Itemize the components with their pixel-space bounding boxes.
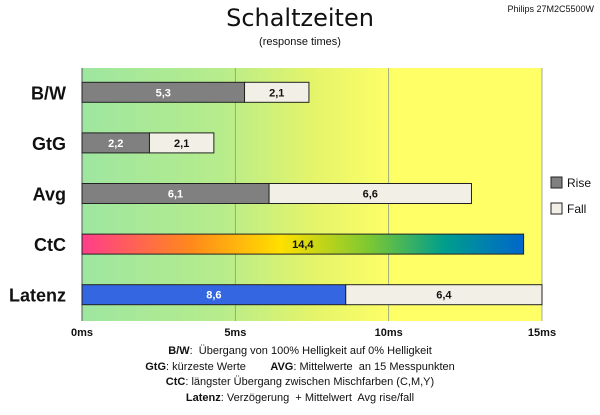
- footnote-key: CtC: [165, 376, 186, 388]
- bar-rise-label: 2,2: [108, 138, 123, 150]
- category-label: CtC: [34, 235, 66, 255]
- bar-fall: [345, 284, 543, 306]
- legend-label: Rise: [567, 176, 591, 190]
- footnote-text: : Übergang von 100% Helligkeit auf 0% He…: [189, 345, 432, 357]
- footnote-bw: B/W: Übergang von 100% Helligkeit auf 0%…: [0, 344, 600, 360]
- footnote-text: : Mittelwerte an 15 Messpunkten: [293, 360, 455, 373]
- legend-label: Fall: [567, 202, 586, 216]
- footnote-latenz: Latenz: Verzögerung + Mittelwert Avg ris…: [0, 391, 600, 407]
- bar-fall: [268, 183, 472, 204]
- legend-swatch: [550, 176, 563, 189]
- category-label: Latenz: [9, 286, 66, 306]
- x-tick-label: 0ms: [71, 327, 93, 339]
- bar-rise-label: 8,6: [206, 290, 221, 302]
- bar-rise-label: 6,1: [168, 189, 183, 201]
- bar-fall: [148, 132, 215, 154]
- bar-rise: [81, 233, 525, 255]
- category-label: B/W: [31, 83, 66, 103]
- footnote-text: : längster Übergang zwischen Mischfarben…: [185, 376, 435, 388]
- footnote-key: Latenz: [185, 391, 221, 404]
- legend-swatch: [550, 202, 563, 215]
- footnote-ctc: CtC: längster Übergang zwischen Mischfar…: [0, 375, 600, 391]
- footnote-key: GtG: [145, 360, 166, 373]
- category-label: GtG: [32, 134, 66, 154]
- footnote-text: : kürzeste Werte: [166, 360, 271, 373]
- x-tick-label: 15ms: [528, 327, 556, 339]
- bar-fall-label: 2,1: [174, 138, 189, 150]
- bar-fall: [244, 81, 310, 103]
- chart-title: Schaltzeiten: [226, 4, 374, 32]
- x-tick-label: 5ms: [224, 327, 246, 339]
- bar-fall-label: 6,6: [363, 189, 378, 201]
- footnotes: B/W: Übergang von 100% Helligkeit auf 0%…: [0, 344, 600, 406]
- bar-rise-label: 14,4: [292, 239, 314, 251]
- chart-subtitle: (response times): [259, 36, 341, 48]
- footnote-key: B/W: [168, 345, 190, 357]
- footnote-gtg-avg: GtG: kürzeste Werte AVG: Mittelwerte an …: [0, 360, 600, 376]
- footnote-key: AVG: [270, 360, 294, 373]
- x-tick-label: 10ms: [375, 327, 403, 339]
- chart-svg: 5,3 2,1 2,2 2,1 6,1 6,6 14,4 8,6 6,4 B/W GtG Avg Ct…: [9, 68, 591, 339]
- bar-rise-label: 5,3: [156, 87, 171, 99]
- monitor-model: Philips 27M2C5500W: [507, 4, 594, 14]
- category-label: Avg: [33, 185, 66, 205]
- bar-fall-label: 6,4: [436, 290, 452, 302]
- bar-fall-label: 2,1: [269, 87, 284, 99]
- footnote-text: : Verzögerung + Mittelwert Avg rise/fall: [220, 391, 415, 404]
